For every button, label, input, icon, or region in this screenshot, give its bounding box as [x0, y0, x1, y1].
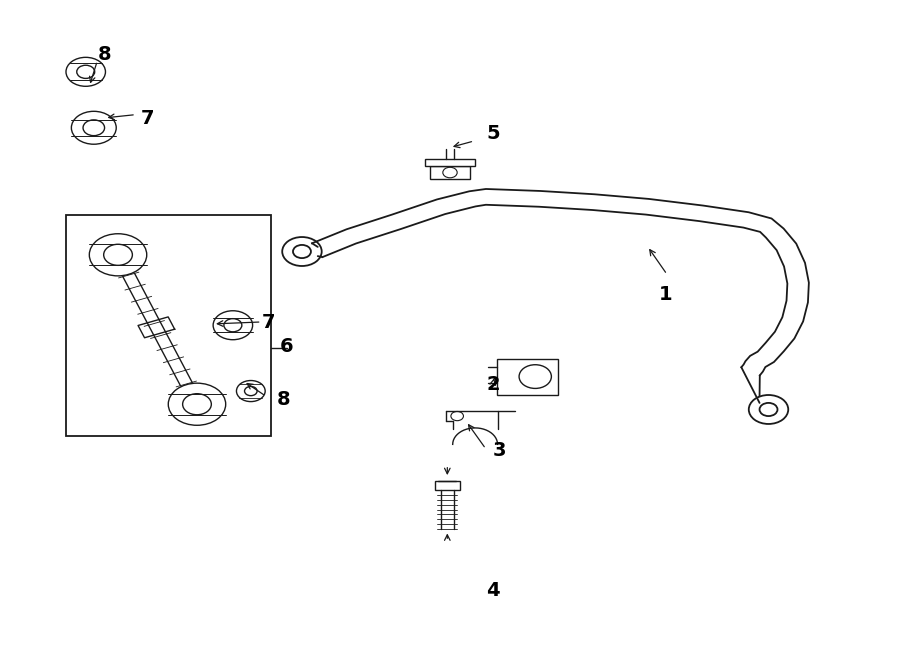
Bar [66, 215, 271, 436]
Text: 6: 6 [280, 338, 293, 356]
Text: 8: 8 [98, 44, 112, 63]
Bar [430, 166, 470, 179]
Text: 8: 8 [277, 390, 291, 409]
Bar [497, 359, 558, 395]
Text: 1: 1 [659, 285, 672, 304]
Text: 3: 3 [492, 441, 506, 460]
Bar [435, 481, 460, 490]
Text: 7: 7 [262, 313, 275, 332]
Text: 5: 5 [486, 124, 500, 143]
Text: 2: 2 [486, 375, 500, 394]
Text: 7: 7 [141, 109, 155, 128]
Bar [425, 159, 475, 166]
Text: 4: 4 [486, 581, 500, 600]
